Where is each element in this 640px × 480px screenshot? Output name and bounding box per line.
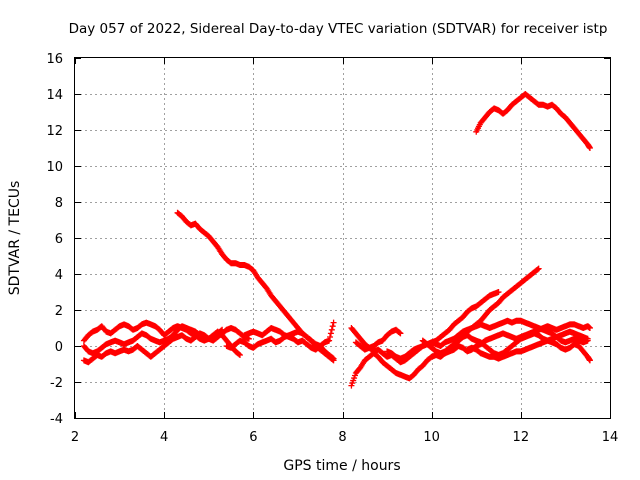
y-tick-label: 10 (46, 160, 63, 175)
data-point (326, 337, 333, 344)
data-point (495, 289, 502, 295)
series-s8 (348, 325, 404, 351)
axis-ticks: 2 4 6 8 10 12 14 -4 -2 0 2 4 6 8 10 12 14 16 (46, 52, 618, 445)
data-point (328, 326, 335, 333)
series-s13 (442, 321, 593, 357)
data-point (584, 335, 591, 342)
y-tick-label: 12 (46, 124, 63, 139)
data-point (218, 327, 225, 334)
series-s14 (464, 328, 591, 362)
data-point (245, 335, 252, 342)
x-axis-label: GPS time / hours (283, 458, 400, 474)
series-s5 (80, 323, 226, 357)
series-s12 (419, 330, 593, 364)
y-tick-label: -4 (50, 412, 63, 427)
y-tick-label: 16 (46, 52, 63, 67)
data-point (329, 323, 336, 330)
y-tick-label: 8 (55, 196, 63, 211)
y-tick-label: 2 (55, 304, 63, 319)
x-tick-label: 10 (423, 430, 440, 445)
chart-title: Day 057 of 2022, Sidereal Day-to-day VTE… (69, 21, 608, 37)
data-point (534, 266, 541, 273)
data-point (586, 325, 593, 331)
data-point (330, 355, 337, 362)
data-point (586, 145, 593, 151)
y-tick-label: 14 (46, 88, 63, 103)
y-tick-label: 6 (55, 232, 63, 247)
x-tick-label: 14 (602, 430, 619, 445)
data-point (330, 319, 337, 326)
y-tick-label: 4 (55, 268, 63, 283)
data-point (535, 265, 542, 272)
data-point (396, 329, 403, 336)
grid (75, 58, 610, 418)
y-axis-label: SDTVAR / TECUs (7, 181, 23, 296)
data-point (236, 352, 243, 358)
data-point (327, 330, 334, 337)
data-point (329, 354, 336, 361)
data-point (586, 357, 593, 364)
data-point (397, 330, 404, 337)
series-s7 (223, 319, 337, 351)
x-tick-label: 4 (160, 430, 168, 445)
data-point (236, 351, 243, 358)
plot-frame (74, 57, 611, 419)
series-s9 (348, 265, 542, 389)
data-point (219, 326, 226, 333)
y-tick-label: -2 (50, 376, 63, 391)
x-tick-label: 6 (249, 430, 257, 445)
x-tick-label: 8 (338, 430, 346, 445)
data-point (327, 334, 334, 340)
x-tick-label: 2 (71, 430, 79, 445)
y-tick-label: 0 (55, 340, 63, 355)
series-s1 (473, 91, 593, 151)
x-tick-label: 12 (513, 430, 530, 445)
data-points (80, 91, 593, 389)
